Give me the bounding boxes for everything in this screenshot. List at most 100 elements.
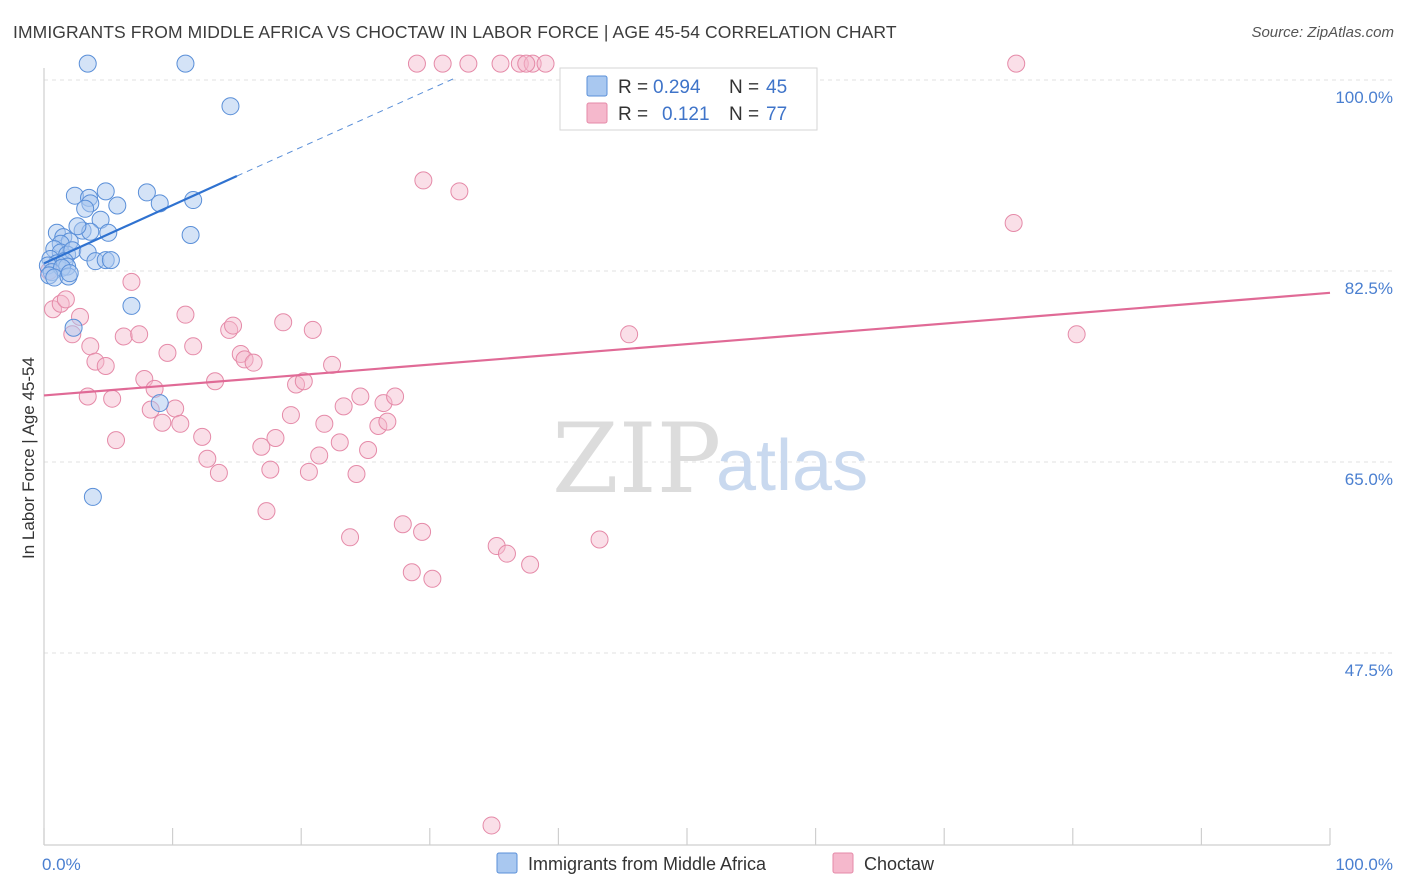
choctaw-point bbox=[386, 387, 405, 406]
legend-r-value-pink: 0.121 bbox=[662, 104, 710, 125]
watermark: ZIP atlas bbox=[552, 403, 868, 515]
y-tick-label: 47.5% bbox=[1345, 661, 1393, 680]
watermark-atlas: atlas bbox=[716, 426, 868, 506]
choctaw-point bbox=[310, 446, 329, 465]
choctaw-point bbox=[323, 355, 342, 374]
choctaw-point bbox=[523, 54, 542, 73]
choctaw-point bbox=[96, 356, 115, 375]
legend-r-value-blue: 0.294 bbox=[653, 77, 701, 98]
legend-r-label-blue: R = bbox=[618, 77, 648, 98]
choctaw-point bbox=[347, 465, 366, 484]
trend-lines bbox=[43, 77, 1331, 397]
choctaw-point bbox=[184, 337, 203, 356]
choctaw-point bbox=[351, 387, 370, 406]
middle-africa-point bbox=[60, 264, 79, 283]
choctaw-point bbox=[1067, 325, 1086, 344]
choctaw-point bbox=[103, 389, 122, 408]
choctaw-point bbox=[1007, 54, 1026, 73]
middle-africa-point bbox=[122, 296, 141, 315]
choctaw-point bbox=[413, 522, 432, 541]
choctaw-point bbox=[378, 412, 397, 431]
choctaw-point bbox=[497, 544, 516, 563]
choctaw-point bbox=[81, 337, 100, 356]
middle-africa-point bbox=[76, 199, 95, 218]
middle-africa-point bbox=[99, 223, 118, 242]
middle-africa-point bbox=[78, 54, 97, 73]
choctaw-point bbox=[198, 449, 217, 468]
choctaw-point bbox=[315, 414, 334, 433]
choctaw-point bbox=[176, 305, 195, 324]
choctaw-point bbox=[423, 569, 442, 588]
choctaw-point bbox=[303, 320, 322, 339]
choctaw-point bbox=[359, 440, 378, 459]
choctaw-point bbox=[521, 555, 540, 574]
choctaw-point bbox=[281, 406, 300, 425]
choctaw-point bbox=[330, 433, 349, 452]
middle-africa-point bbox=[176, 54, 195, 73]
choctaw-point bbox=[171, 414, 190, 433]
bottom-legend-swatch-blue bbox=[496, 852, 518, 874]
legend-r-label-pink: R = bbox=[618, 104, 648, 125]
choctaw-point bbox=[56, 290, 75, 309]
middle-africa-trend-line bbox=[43, 175, 238, 265]
choctaw-point bbox=[86, 352, 105, 371]
choctaw-point bbox=[393, 515, 412, 534]
choctaw-point bbox=[266, 428, 285, 447]
choctaw-point bbox=[257, 502, 276, 521]
choctaw-point bbox=[491, 54, 510, 73]
choctaw-point bbox=[487, 537, 506, 556]
choctaw-point bbox=[334, 397, 353, 416]
y-tick-labels: 100.0% 82.5% 65.0% 47.5% bbox=[1335, 88, 1393, 680]
choctaw-point bbox=[482, 816, 501, 835]
middle-africa-point bbox=[221, 97, 240, 116]
middle-africa-point bbox=[108, 196, 127, 215]
choctaw-point bbox=[244, 353, 263, 372]
y-tick-label: 82.5% bbox=[1345, 279, 1393, 298]
bottom-legend-swatch-pink bbox=[832, 852, 854, 874]
middle-africa-trend-extension bbox=[236, 77, 456, 177]
choctaw-point bbox=[107, 431, 126, 450]
choctaw-point bbox=[407, 54, 426, 73]
source-label: Source: ZipAtlas.com bbox=[1251, 24, 1394, 41]
middle-africa-point bbox=[181, 225, 200, 244]
choctaw-point bbox=[224, 316, 243, 335]
x-tick-label-min: 0.0% bbox=[42, 855, 81, 874]
middle-africa-point bbox=[83, 487, 102, 506]
middle-africa-points bbox=[38, 54, 240, 506]
choctaw-point bbox=[433, 54, 452, 73]
choctaw-point bbox=[294, 372, 313, 391]
legend-box: R = 0.294 N = 45 R = 0.121 N = 77 bbox=[559, 67, 818, 131]
chart-title: IMMIGRANTS FROM MIDDLE AFRICA VS CHOCTAW… bbox=[13, 22, 897, 42]
legend-n-label-blue: N = bbox=[729, 77, 759, 98]
choctaw-point bbox=[414, 171, 433, 190]
legend-swatch-pink bbox=[586, 102, 608, 124]
choctaw-point bbox=[153, 413, 172, 432]
y-tick-label: 100.0% bbox=[1335, 88, 1393, 107]
choctaw-trend-line bbox=[43, 291, 1331, 397]
choctaw-point bbox=[517, 54, 536, 73]
middle-africa-point bbox=[150, 394, 169, 413]
choctaw-point bbox=[209, 463, 228, 482]
choctaw-points bbox=[40, 54, 1086, 835]
bottom-legend: Immigrants from Middle Africa Choctaw bbox=[496, 852, 935, 874]
x-ticks bbox=[43, 828, 1331, 845]
watermark-zip: ZIP bbox=[552, 403, 721, 515]
choctaw-point bbox=[374, 394, 393, 413]
choctaw-point bbox=[510, 54, 529, 73]
legend-n-value-blue: 45 bbox=[766, 77, 787, 98]
y-axis-label: In Labor Force | Age 45-54 bbox=[19, 357, 38, 559]
middle-africa-point bbox=[137, 183, 156, 202]
choctaw-point bbox=[590, 530, 609, 549]
x-tick-label-max: 100.0% bbox=[1335, 855, 1393, 874]
choctaw-point bbox=[261, 460, 280, 479]
choctaw-point bbox=[252, 437, 271, 456]
choctaw-point bbox=[193, 427, 212, 446]
bottom-legend-label-blue: Immigrants from Middle Africa bbox=[528, 854, 767, 874]
choctaw-point bbox=[274, 313, 293, 332]
choctaw-point bbox=[620, 325, 639, 344]
choctaw-point bbox=[158, 343, 177, 362]
middle-africa-point bbox=[68, 217, 87, 236]
choctaw-point bbox=[369, 416, 388, 435]
legend-swatch-blue bbox=[586, 75, 608, 97]
choctaw-point bbox=[459, 54, 478, 73]
